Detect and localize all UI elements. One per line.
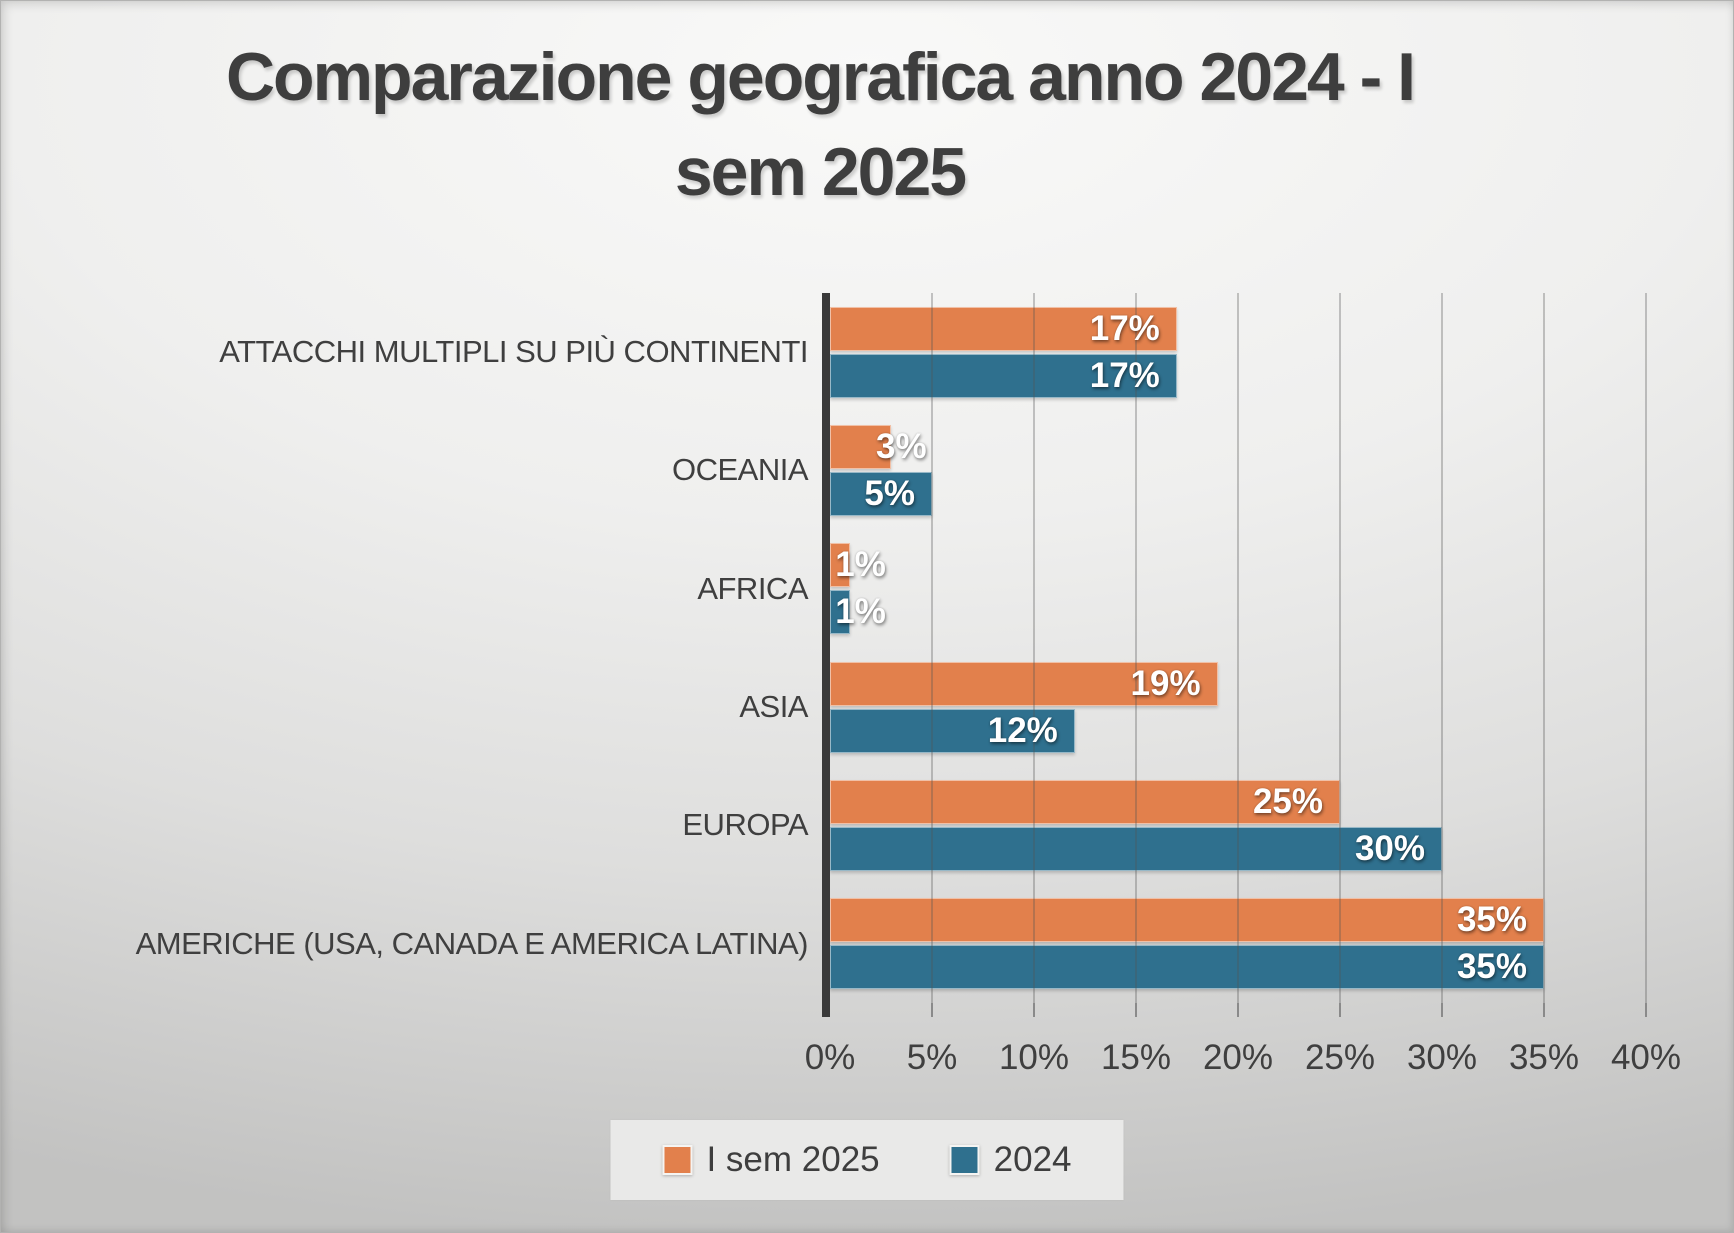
data-label: 30% (1354, 828, 1425, 868)
category-label: AFRICA (697, 570, 808, 606)
legend-label: 2024 (993, 1140, 1072, 1179)
gridline (1237, 293, 1239, 1017)
bar-2024: 17% (830, 353, 1177, 398)
x-axis-tick-label: 10% (998, 1038, 1070, 1077)
gridline (1543, 293, 1545, 1017)
axis-tick (1135, 1003, 1137, 1017)
chart-title-line-2: sem 2025 (674, 134, 967, 210)
bar-i-sem-2025: 35% (830, 898, 1544, 943)
gridline (1441, 293, 1443, 1017)
legend-label: I sem 2025 (706, 1140, 880, 1179)
legend-item-i-sem-2025: I sem 2025 (662, 1140, 880, 1180)
bar-group-americhe-usa-canada-e-america-latina-: 35% 35% (830, 885, 1646, 1003)
bar-group-asia: 19% 12% (830, 648, 1646, 766)
bar-group-europa: 25% 30% (830, 766, 1646, 884)
plot-bars: 17% 17% 3% 5% 1% 1% 19% 12% 25% 30% 35% 35% (830, 293, 1646, 1003)
bar-2024: 35% (830, 945, 1544, 990)
axis-tick (931, 1003, 933, 1017)
chart-title: Comparazione geografica anno 2024 - I se… (0, 30, 1734, 220)
bar-2024: 5% (830, 471, 932, 516)
bar-i-sem-2025: 3% (830, 424, 927, 469)
data-label: 3% (876, 426, 927, 466)
data-label: 35% (1456, 947, 1527, 987)
bar-2024: 12% (830, 708, 1075, 753)
category-label: ASIA (739, 689, 808, 725)
legend-swatch-icon (949, 1145, 980, 1175)
axis-tick (1339, 1003, 1341, 1017)
axis-tick (1645, 1003, 1647, 1017)
data-label: 12% (987, 710, 1058, 750)
gridline (1645, 293, 1647, 1017)
y-axis-line (822, 293, 830, 1017)
legend-swatch-icon (662, 1145, 693, 1175)
data-label: 5% (864, 473, 915, 513)
bar-i-sem-2025: 19% (830, 661, 1218, 706)
data-label: 1% (835, 592, 886, 632)
legend-item-2024: 2024 (949, 1140, 1072, 1180)
x-axis-tick-label: 25% (1304, 1038, 1376, 1077)
gridline (1339, 293, 1341, 1017)
bar-2024: 30% (830, 826, 1442, 871)
bar-group-attacchi-multipli-su-pi-continenti: 17% 17% (830, 293, 1646, 411)
x-axis-tick-label: 35% (1508, 1038, 1580, 1077)
data-label: 1% (835, 545, 886, 585)
axis-tick (1033, 1003, 1035, 1017)
bar-2024: 1% (830, 590, 886, 635)
x-axis-tick-label: 0% (804, 1038, 856, 1077)
data-label: 17% (1089, 308, 1160, 348)
x-axis-tick-label: 15% (1100, 1038, 1172, 1077)
category-label: ATTACCHI MULTIPLI SU PIÙ CONTINENTI (219, 334, 808, 370)
data-label: 35% (1456, 900, 1527, 940)
x-axis-tick-label: 30% (1406, 1038, 1478, 1077)
bar-i-sem-2025: 25% (830, 779, 1340, 824)
category-labels: ATTACCHI MULTIPLI SU PIÙ CONTINENTI OCEAN… (18, 293, 809, 1003)
axis-tick (1543, 1003, 1545, 1017)
x-axis-tick-label: 20% (1202, 1038, 1274, 1077)
data-label: 17% (1089, 355, 1160, 395)
data-label: 25% (1252, 781, 1323, 821)
category-label: AMERICHE (USA, CANADA E AMERICA LATINA) (135, 925, 809, 961)
bar-i-sem-2025: 17% (830, 306, 1177, 351)
bar-group-africa: 1% 1% (830, 530, 1646, 648)
gridline (931, 293, 933, 1017)
axis-tick (1441, 1003, 1443, 1017)
category-label: OCEANIA (671, 452, 809, 488)
category-label: EUROPA (682, 807, 808, 843)
gridline (1033, 293, 1035, 1017)
legend: I sem 2025 2024 (610, 1120, 1124, 1200)
data-label: 19% (1130, 663, 1201, 703)
chart-title-line-1: Comparazione geografica anno 2024 - I (225, 39, 1416, 115)
x-axis-labels: 0% 5% 10% 15% 20% 25% 30% 35% 40% (805, 1038, 1681, 1088)
gridline (1135, 293, 1137, 1017)
x-axis-tick-label: 5% (906, 1038, 958, 1077)
plot-area: 17% 17% 3% 5% 1% 1% 19% 12% 25% 30% 35% 35% (822, 293, 1647, 1017)
axis-tick (1237, 1003, 1239, 1017)
x-axis-tick-label: 40% (1610, 1038, 1682, 1077)
bar-i-sem-2025: 1% (830, 543, 886, 588)
bar-group-oceania: 3% 5% (830, 411, 1646, 529)
